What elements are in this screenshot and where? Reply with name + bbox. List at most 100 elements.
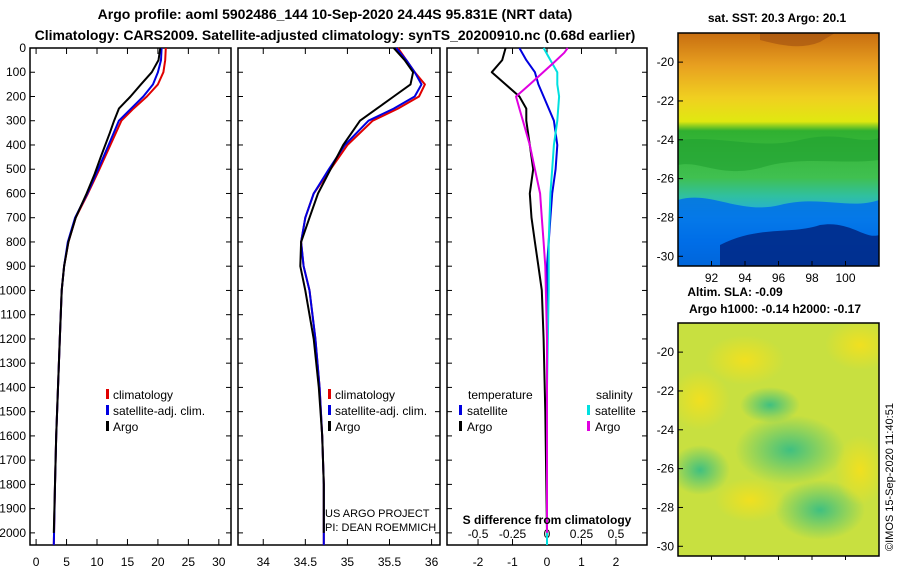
depth-tick-label: 800: [6, 235, 26, 249]
map-x-tick-label: 98: [805, 271, 819, 285]
series-line-satellite-adj-clim-: [52, 47, 163, 546]
depth-tick-label: 0: [19, 41, 26, 55]
x-tick-label: 30: [212, 555, 226, 569]
legend-label-sal-satellite: satellite: [595, 404, 636, 418]
temperature-legend: climatology satellite-adj. clim. Argo: [106, 388, 205, 434]
sla-map-title-2: Argo h1000: -0.14 h2000: -0.17: [689, 302, 861, 316]
depth-tick-label: 1000: [0, 283, 26, 297]
imos-timestamp: ©IMOS 15-Sep-2020 11:40:51: [884, 403, 896, 551]
legend-label-satellite: satellite-adj. clim.: [113, 404, 205, 418]
map-y-tick-label: -24: [657, 423, 675, 437]
difference-x-axis: -2 -1 0 1 2-0.5 -0.25 0 0.25 0.5: [468, 48, 625, 569]
salinity-panel-frame: [237, 47, 441, 546]
x-tick-label: 20: [151, 555, 165, 569]
depth-tick-label: 500: [6, 162, 26, 176]
series-line-temperature-argo: [490, 47, 548, 533]
x-tick-label: 25: [182, 555, 196, 569]
series-line-argo: [52, 47, 162, 533]
depth-tick-label: 1300: [0, 356, 26, 370]
salinity-x-axis: 34 34.5 35 35.5 36: [257, 48, 439, 569]
map-y-tick-label: -20: [657, 55, 675, 69]
series-line-temperature-satellite: [518, 47, 559, 545]
x-tick-label: 5: [63, 555, 70, 569]
scaled-x-tick-label: 0.25: [570, 527, 594, 541]
legend-label-sal-argo: Argo: [595, 420, 621, 434]
chart-title-line-1: Argo profile: aoml 5902486_144 10-Sep-20…: [97, 6, 573, 22]
depth-tick-label: 1100: [0, 308, 26, 322]
sla-map-axes: -20 -22 -24 -26 -28 -30: [657, 345, 846, 560]
legend-swatch-satellite: [328, 405, 331, 415]
legend-swatch-climatology: [328, 389, 331, 399]
x-tick-label: 34.5: [294, 555, 318, 569]
series-line-salinity-argo: [515, 47, 569, 533]
legend-swatch-argo: [106, 421, 109, 431]
series-line-satellite-adj-clim-: [300, 47, 423, 545]
sst-map: [678, 33, 879, 266]
map-y-tick-label: -28: [657, 210, 675, 224]
salinity-series-group: [299, 47, 426, 545]
map-y-tick-label: -24: [657, 133, 675, 147]
x-tick-label: 36: [425, 555, 439, 569]
legend-label-argo: Argo: [113, 420, 139, 434]
scaled-x-tick-label: -0.25: [499, 527, 527, 541]
legend-label-climatology: climatology: [113, 388, 173, 402]
salinity-legend: climatology satellite-adj. clim. Argo: [328, 388, 427, 434]
x-tick-label: 0: [544, 555, 551, 569]
legend-swatch-climatology: [106, 389, 109, 399]
temperature-panel-frame: [29, 47, 232, 546]
depth-tick-label: 1900: [0, 502, 26, 516]
x-tick-label: -2: [473, 555, 484, 569]
map-x-tick-label: 94: [738, 271, 752, 285]
temperature-x-axis: 0 5 10 15 20 25 30: [33, 48, 226, 569]
scaled-x-tick-label: 0.5: [608, 527, 625, 541]
legend-label-satellite: satellite-adj. clim.: [335, 404, 427, 418]
series-line-climatology: [52, 47, 167, 546]
depth-tick-label: 400: [6, 138, 26, 152]
sst-map-title: sat. SST: 20.3 Argo: 20.1: [708, 11, 847, 25]
legend-swatch-sal-satellite: [587, 405, 590, 415]
map-y-tick-label: -26: [657, 462, 675, 476]
difference-legend: temperature salinity satellite Argo sate…: [459, 388, 636, 434]
map-y-tick-label: -30: [657, 249, 675, 263]
legend-label-climatology: climatology: [335, 388, 395, 402]
project-label: US ARGO PROJECT: [325, 508, 430, 520]
difference-series-group: [490, 47, 569, 545]
depth-tick-label: 600: [6, 186, 26, 200]
x-tick-label: 1: [578, 555, 585, 569]
depth-axis: 0 100 200 300 400 500 600 700 800 900 1000 1100 1200…: [0, 41, 647, 540]
legend-title-temperature: temperature: [468, 388, 533, 402]
map-y-tick-label: -22: [657, 384, 675, 398]
legend-label-argo: Argo: [335, 420, 361, 434]
sla-map-title-1: Altim. SLA: -0.09: [687, 285, 783, 299]
map-x-tick-label: 100: [835, 271, 855, 285]
depth-tick-label: 100: [6, 65, 26, 79]
depth-tick-label: 1700: [0, 453, 26, 467]
sla-map: [678, 323, 879, 556]
x-tick-label: 0: [33, 555, 40, 569]
legend-title-salinity: salinity: [596, 388, 633, 402]
legend-label-temp-argo: Argo: [467, 420, 493, 434]
pi-label: PI: DEAN ROEMMICH: [325, 522, 436, 534]
legend-swatch-temp-argo: [459, 421, 462, 431]
map-y-tick-label: -26: [657, 172, 675, 186]
series-line-argo: [299, 47, 415, 533]
map-x-tick-label: 96: [772, 271, 786, 285]
map-y-tick-label: -30: [657, 539, 675, 553]
series-line-climatology: [300, 47, 426, 545]
depth-tick-label: 900: [6, 259, 26, 273]
x-tick-label: 35: [341, 555, 355, 569]
x-tick-label: 35.5: [378, 555, 402, 569]
difference-xlabel: S difference from climatology: [463, 513, 632, 527]
depth-tick-label: 700: [6, 211, 26, 225]
depth-tick-label: 1400: [0, 380, 26, 394]
legend-swatch-temp-satellite: [459, 405, 462, 415]
x-tick-label: 34: [257, 555, 271, 569]
legend-swatch-sal-argo: [587, 421, 590, 431]
legend-label-temp-satellite: satellite: [467, 404, 508, 418]
x-tick-label: 15: [121, 555, 135, 569]
x-tick-label: -1: [507, 555, 518, 569]
map-y-tick-label: -20: [657, 345, 675, 359]
map-x-tick-label: 92: [705, 271, 719, 285]
legend-swatch-satellite: [106, 405, 109, 415]
